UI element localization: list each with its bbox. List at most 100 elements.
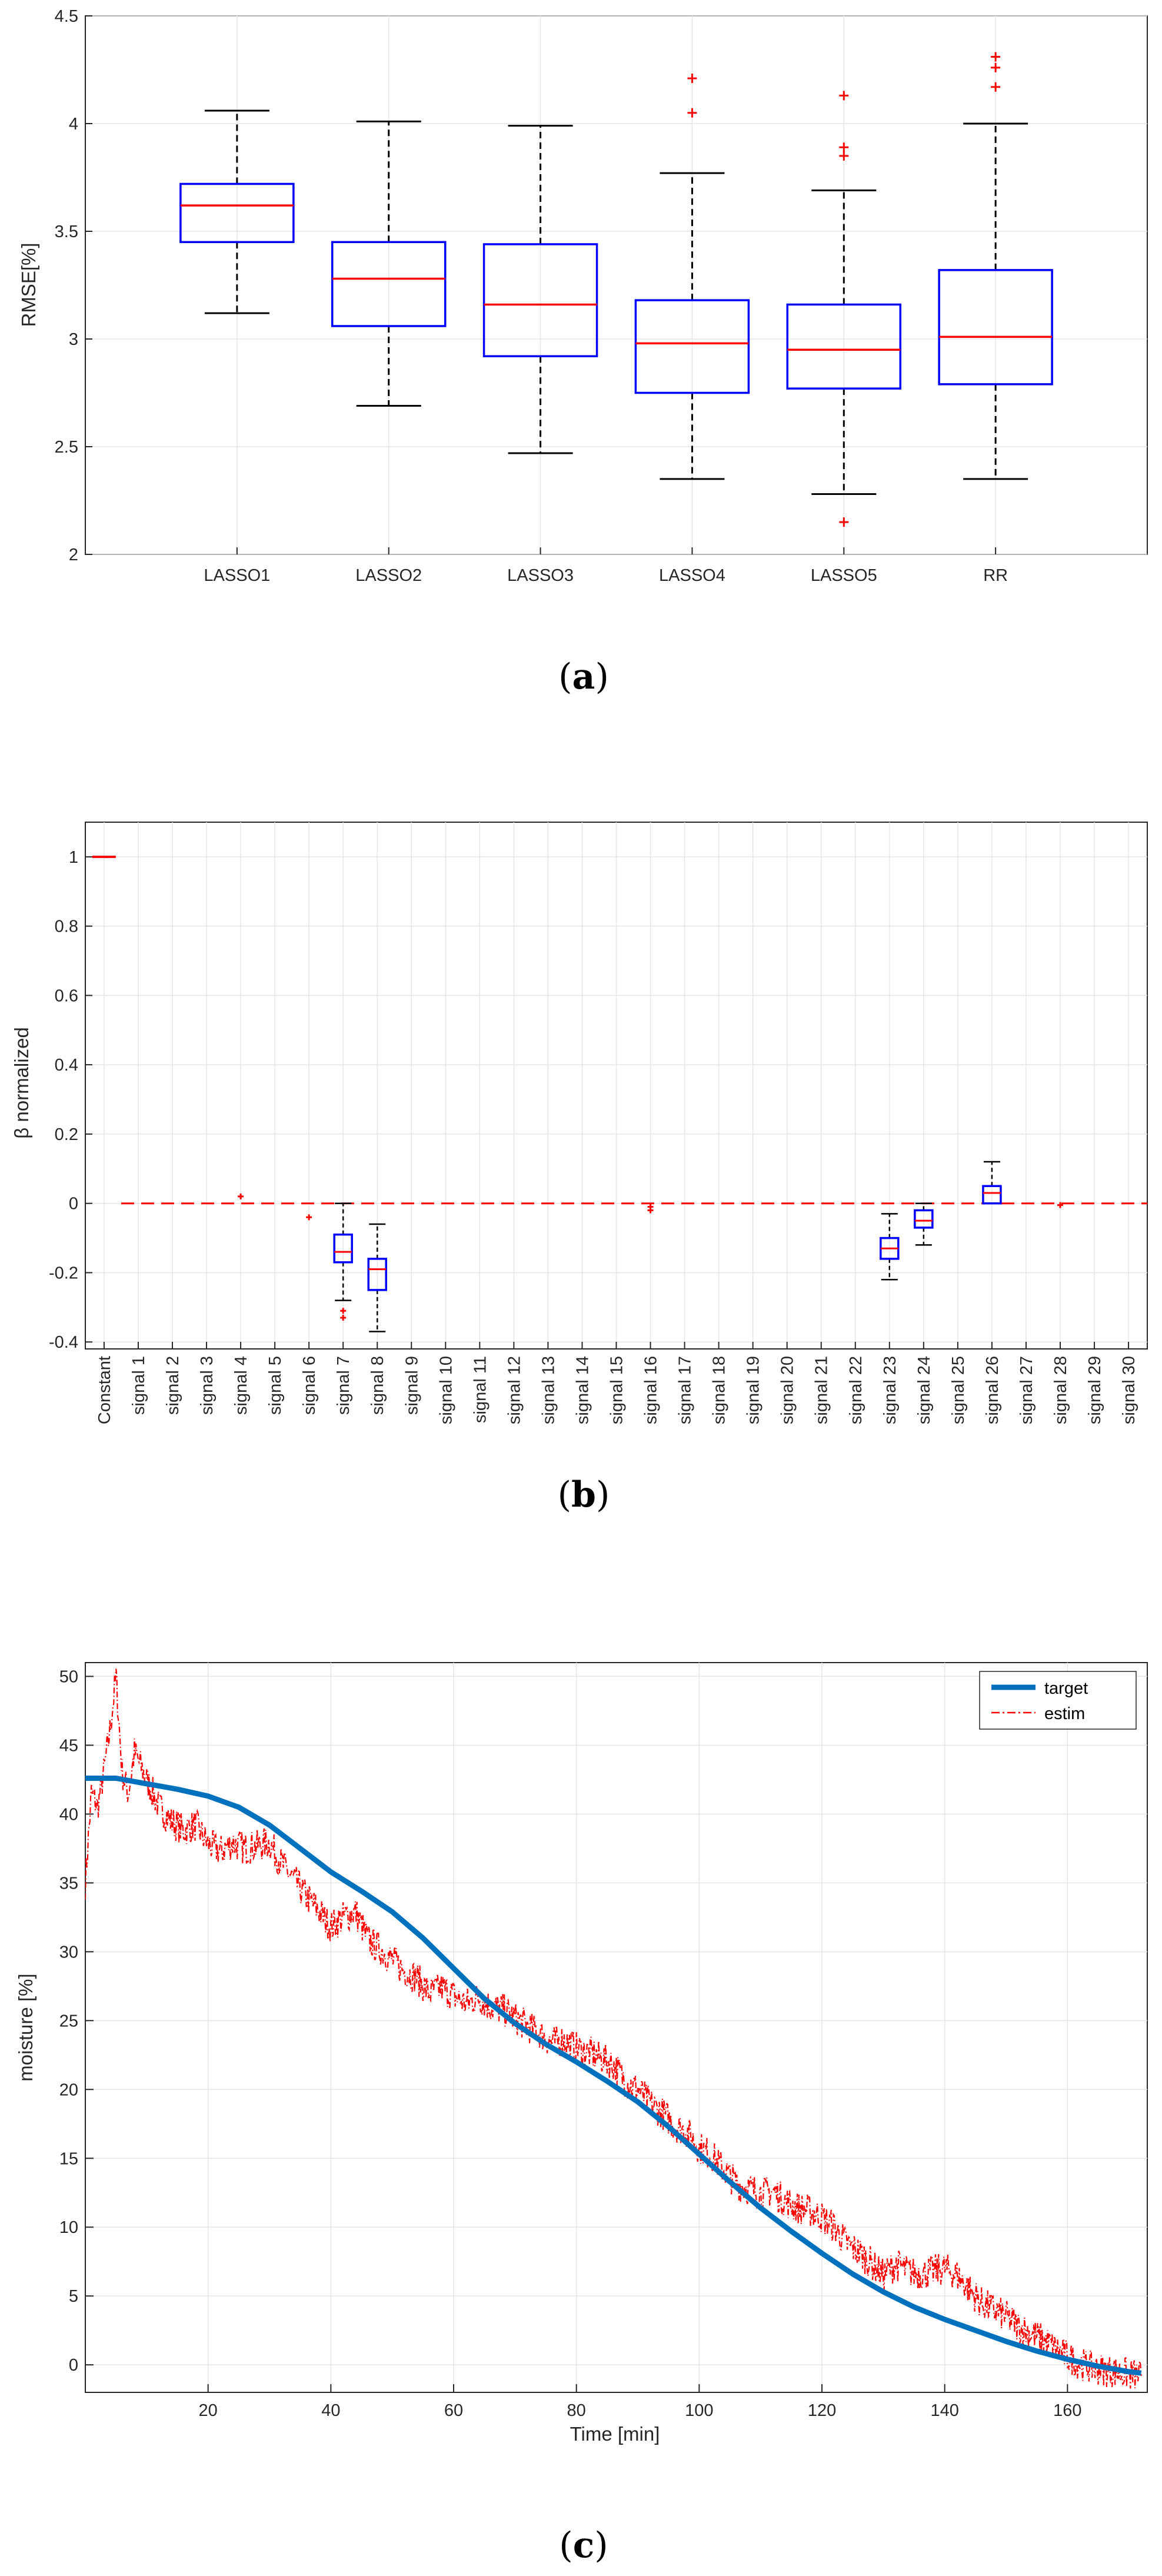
beta-iqr-signal-8 bbox=[367, 1258, 387, 1291]
moisture-series bbox=[85, 1668, 1142, 2389]
beta-xtick-label-signal-2: signal 2 bbox=[164, 1356, 182, 1415]
legend-estim-label: estim bbox=[1044, 1704, 1085, 1723]
rmse-box-lasso3 bbox=[482, 125, 598, 454]
beta-xtick-label-signal-3: signal 3 bbox=[198, 1356, 217, 1415]
legend-box bbox=[979, 1671, 1137, 1730]
rmse-box-lasso2 bbox=[331, 120, 447, 407]
rmse-ytick-label-5: 4.5 bbox=[55, 7, 78, 26]
rmse-iqr-lasso5 bbox=[786, 303, 902, 390]
beta-xtick-label-signal-21: signal 21 bbox=[813, 1356, 831, 1424]
caption-b-letter: b bbox=[571, 1474, 596, 1515]
moisture-ytick-label-5: 25 bbox=[59, 2012, 78, 2030]
beta-ytick-label-5: 0.6 bbox=[55, 986, 78, 1005]
beta-outlier-signal-28-0 bbox=[1057, 1202, 1064, 1208]
rmse-x-ticks: LASSO1 LASSO2 LASSO3 LASSO4 LASSO5 RR bbox=[204, 547, 1008, 585]
caption-c: (c) bbox=[559, 2525, 608, 2566]
moisture-xtick-label-6: 140 bbox=[930, 2401, 958, 2420]
rmse-box-lasso5 bbox=[786, 91, 902, 527]
beta-xtick-label-signal-11: signal 11 bbox=[471, 1356, 490, 1423]
beta-box-signal-28 bbox=[1057, 1202, 1064, 1208]
moisture-series-estim bbox=[85, 1668, 1142, 2389]
beta-xtick-label-constant: Constant bbox=[95, 1356, 114, 1424]
caption-c-letter: c bbox=[573, 2525, 595, 2566]
svg-text:(b): (b) bbox=[558, 1474, 610, 1515]
rmse-outlier-lasso5-1 bbox=[839, 151, 849, 161]
beta-xtick-label-signal-13: signal 13 bbox=[539, 1356, 558, 1424]
beta-outlier-signal-7-0 bbox=[340, 1308, 347, 1314]
rmse-iqr-lasso2 bbox=[331, 241, 447, 327]
rmse-xtick-label-rr: RR bbox=[983, 566, 1008, 585]
moisture-ytick-label-3: 15 bbox=[59, 2149, 78, 2168]
rmse-iqr-rr bbox=[938, 269, 1053, 385]
rmse-outlier-lasso5-3 bbox=[839, 91, 849, 101]
rmse-iqr-lasso4 bbox=[634, 299, 750, 394]
beta-gridlines bbox=[85, 822, 1147, 1349]
beta-xtick-label-signal-18: signal 18 bbox=[710, 1356, 729, 1424]
moisture-ytick-label-7: 35 bbox=[59, 1874, 78, 1893]
beta-y-axis-label: β normalized bbox=[11, 1027, 32, 1139]
beta-box-signal-7 bbox=[333, 1202, 353, 1321]
beta-box-signal-24 bbox=[914, 1202, 934, 1246]
rmse-axes-box bbox=[85, 15, 1148, 555]
beta-ytick-label-4: 0.4 bbox=[55, 1056, 78, 1075]
rmse-outlier-lasso5-0 bbox=[839, 517, 849, 527]
beta-xtick-label-signal-10: signal 10 bbox=[437, 1356, 455, 1424]
moisture-ytick-label-1: 5 bbox=[69, 2287, 78, 2306]
rmse-xtick-label-lasso1: LASSO1 bbox=[204, 566, 270, 585]
beta-box-signal-23 bbox=[880, 1213, 900, 1281]
beta-outlier-signal-6-0 bbox=[306, 1214, 312, 1221]
beta-boxes bbox=[92, 855, 1064, 1332]
rmse-ytick-label-1: 2.5 bbox=[55, 438, 78, 457]
moisture-xtick-label-5: 120 bbox=[808, 2401, 836, 2420]
beta-xtick-label-signal-20: signal 20 bbox=[778, 1356, 797, 1424]
beta-xtick-label-signal-26: signal 26 bbox=[983, 1356, 1002, 1424]
moisture-x-axis-label: Time [min] bbox=[570, 2423, 660, 2445]
rmse-iqr-lasso3 bbox=[482, 243, 598, 358]
rmse-xtick-label-lasso2: LASSO2 bbox=[355, 566, 422, 585]
beta-xtick-label-signal-1: signal 1 bbox=[129, 1356, 148, 1415]
beta-xtick-label-signal-23: signal 23 bbox=[881, 1356, 900, 1424]
svg-text:(c): (c) bbox=[559, 2525, 608, 2566]
beta-xtick-label-signal-14: signal 14 bbox=[573, 1356, 592, 1424]
moisture-ytick-label-2: 10 bbox=[59, 2218, 78, 2237]
beta-xtick-label-signal-22: signal 22 bbox=[847, 1356, 865, 1424]
beta-x-ticks: Constant signal 1 signal 2 signal 3 signal 4… bbox=[95, 1342, 1138, 1424]
beta-iqr-signal-7 bbox=[333, 1233, 353, 1264]
rmse-outlier-lasso4-1 bbox=[687, 74, 697, 84]
moisture-axes-box bbox=[85, 1662, 1148, 2393]
rmse-xtick-label-lasso3: LASSO3 bbox=[507, 566, 574, 585]
rmse-ytick-label-0: 2 bbox=[69, 546, 78, 564]
moisture-legend: target estim bbox=[979, 1671, 1137, 1730]
beta-xtick-label-signal-8: signal 8 bbox=[368, 1356, 387, 1415]
moisture-ytick-label-9: 45 bbox=[59, 1736, 78, 1755]
moisture-ytick-label-10: 50 bbox=[59, 1667, 78, 1686]
moisture-xtick-label-4: 100 bbox=[685, 2401, 713, 2420]
svg-text:(a): (a) bbox=[558, 656, 609, 697]
beta-ytick-label-6: 0.8 bbox=[55, 918, 78, 936]
moisture-ytick-label-6: 30 bbox=[59, 1943, 78, 1962]
beta-ytick-label-3: 0.2 bbox=[55, 1125, 78, 1144]
beta-ytick-label-2: 0 bbox=[69, 1195, 78, 1214]
beta-xtick-label-signal-28: signal 28 bbox=[1051, 1356, 1070, 1424]
moisture-xtick-label-3: 80 bbox=[567, 2401, 586, 2420]
beta-outlier-signal-7-1 bbox=[340, 1315, 347, 1321]
beta-box-signal-8 bbox=[367, 1223, 387, 1332]
rmse-box-rr bbox=[938, 52, 1053, 480]
beta-xtick-label-signal-17: signal 17 bbox=[676, 1356, 695, 1424]
rmse-ytick-label-4: 4 bbox=[69, 115, 78, 134]
beta-xtick-label-signal-15: signal 15 bbox=[608, 1356, 627, 1424]
moisture-y-ticks: 0 5 10 15 20 25 30 35 40 45 50 bbox=[59, 1667, 94, 2375]
beta-xtick-label-signal-12: signal 12 bbox=[505, 1356, 524, 1424]
beta-iqr-signal-26 bbox=[982, 1185, 1002, 1205]
moisture-xtick-label-1: 40 bbox=[321, 2401, 340, 2420]
moisture-y-axis-label: moisture [%] bbox=[15, 1973, 36, 2081]
caption-b: (b) bbox=[558, 1474, 610, 1515]
rmse-iqr-lasso1 bbox=[179, 182, 295, 244]
moisture-xtick-label-0: 20 bbox=[199, 2401, 218, 2420]
beta-xtick-label-signal-25: signal 25 bbox=[949, 1356, 968, 1424]
rmse-outlier-rr-2 bbox=[991, 52, 1001, 62]
rmse-y-ticks: 2 2.5 3 3.5 4 4.5 bbox=[55, 7, 92, 564]
beta-xtick-label-signal-27: signal 27 bbox=[1017, 1356, 1036, 1424]
beta-xtick-label-signal-5: signal 5 bbox=[266, 1356, 285, 1415]
